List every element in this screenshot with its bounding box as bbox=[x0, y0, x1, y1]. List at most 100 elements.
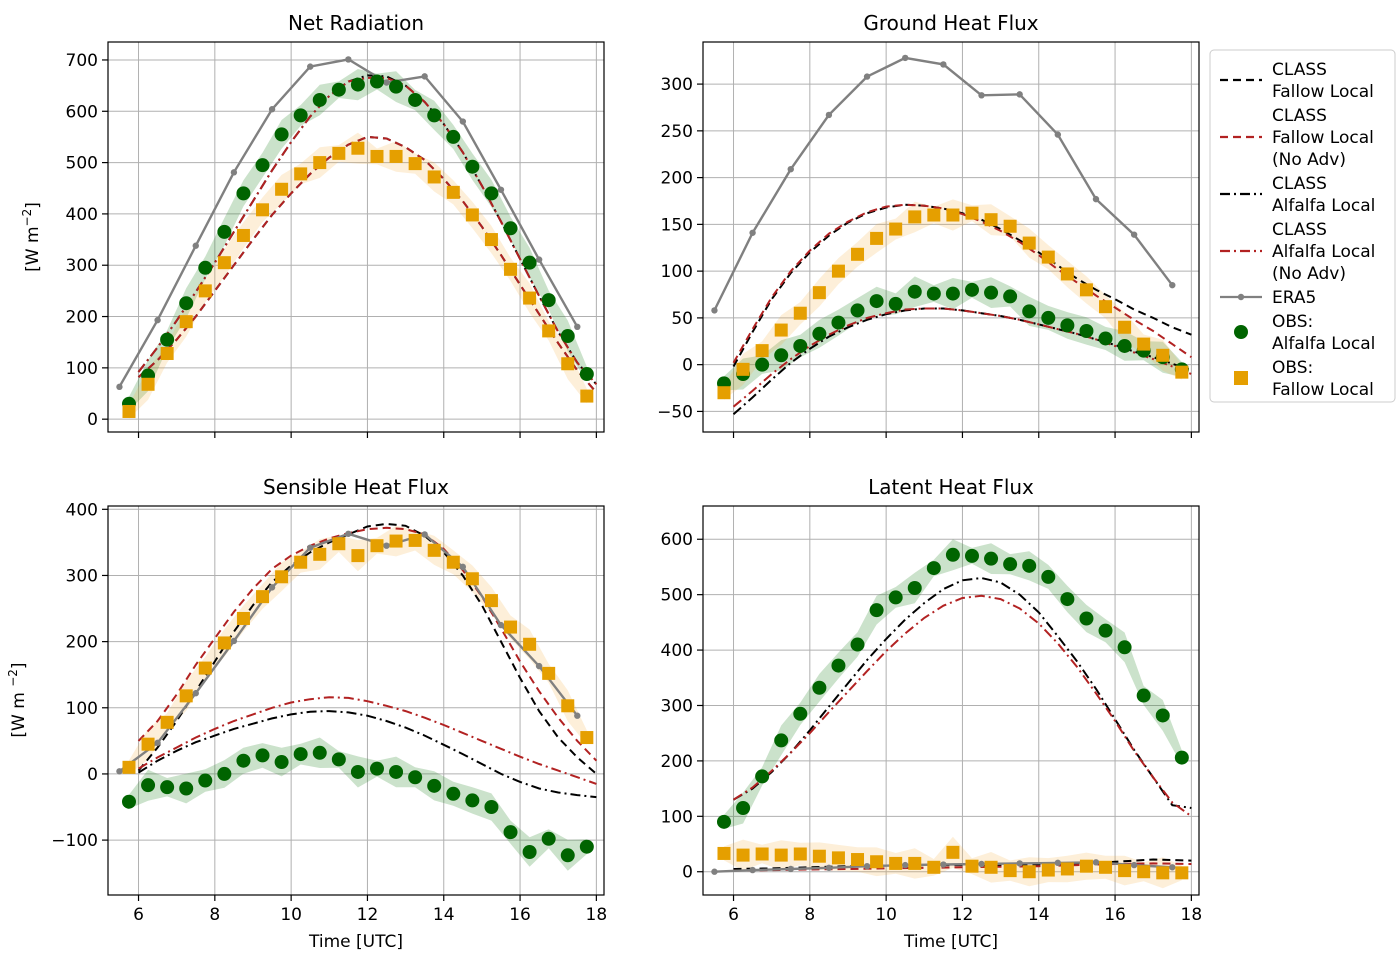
obs-alfalfa-point bbox=[1060, 318, 1075, 333]
obs-alfalfa-point bbox=[350, 77, 365, 92]
obs-fallow-point bbox=[755, 847, 769, 861]
obs-fallow-point bbox=[908, 210, 922, 224]
obs-alfalfa-point bbox=[484, 186, 499, 201]
obs-fallow-point bbox=[561, 357, 575, 371]
y-tick-label: 250 bbox=[661, 122, 693, 142]
chart-title: Sensible Heat Flux bbox=[263, 475, 449, 499]
obs-fallow-point bbox=[465, 208, 479, 222]
era5-point bbox=[116, 768, 123, 775]
obs-fallow-point bbox=[984, 860, 998, 874]
legend-handle bbox=[1234, 325, 1248, 339]
obs-fallow-point bbox=[1118, 864, 1132, 878]
legend-handle bbox=[1234, 371, 1248, 385]
obs-alfalfa-point bbox=[831, 315, 846, 330]
obs-fallow-point bbox=[484, 594, 498, 608]
obs-alfalfa-point bbox=[888, 590, 903, 605]
era5-point bbox=[154, 316, 161, 324]
era5-point bbox=[749, 866, 756, 874]
obs-alfalfa-point bbox=[1098, 331, 1113, 346]
x-tick-label: 14 bbox=[433, 905, 455, 925]
obs-alfalfa-point bbox=[484, 800, 499, 815]
obs-fallow-point bbox=[774, 323, 788, 337]
obs-alfalfa-point bbox=[255, 748, 270, 763]
era5-point bbox=[345, 56, 352, 63]
obs-alfalfa-point bbox=[141, 778, 156, 793]
y-axis-label: [W m−2] bbox=[20, 202, 43, 272]
legend-label: CLASS Fallow Local bbox=[1272, 60, 1374, 102]
y-tick-label: 50 bbox=[671, 309, 693, 329]
obs-alfalfa-point bbox=[812, 326, 827, 341]
obs-fallow-point bbox=[1137, 865, 1151, 879]
legend-entry-6: OBS: Fallow Local bbox=[1234, 358, 1374, 400]
obs-fallow-point bbox=[965, 206, 979, 220]
obs-fallow-point bbox=[965, 859, 979, 873]
x-tick-label: 10 bbox=[280, 905, 302, 925]
obs-fallow-point bbox=[831, 264, 845, 278]
obs-fallow-point bbox=[851, 247, 865, 261]
obs-fallow-point bbox=[793, 847, 807, 861]
series-line-era5 bbox=[118, 532, 579, 773]
series-line-red-dashdot bbox=[732, 307, 1192, 408]
obs-fallow-point bbox=[370, 149, 384, 163]
obs-alfalfa-point bbox=[964, 282, 979, 297]
era5-point bbox=[192, 242, 199, 249]
x-tick-label: 8 bbox=[804, 905, 815, 925]
y-tick-label: 600 bbox=[661, 530, 693, 550]
era5-point bbox=[154, 739, 161, 747]
obs-fallow-point bbox=[1060, 862, 1074, 876]
obs-uncertainty-band bbox=[129, 737, 587, 871]
obs-fallow-point bbox=[179, 689, 193, 703]
obs-fallow-point bbox=[179, 315, 193, 329]
obs-fallow-point bbox=[736, 362, 750, 376]
era5-point bbox=[711, 868, 718, 875]
obs-fallow-point bbox=[542, 324, 556, 338]
obs-fallow-point bbox=[236, 611, 250, 625]
y-tick-label: 100 bbox=[66, 699, 98, 719]
obs-fallow-point bbox=[870, 855, 884, 869]
obs-fallow-point bbox=[351, 549, 365, 563]
obs-alfalfa-point bbox=[755, 769, 770, 784]
obs-fallow-point bbox=[1099, 300, 1113, 314]
era5-point bbox=[230, 169, 238, 176]
series-line-black-dashdot bbox=[137, 710, 597, 799]
y-tick-label: 0 bbox=[87, 765, 98, 785]
era5-point bbox=[978, 860, 985, 868]
obs-fallow-point bbox=[446, 555, 460, 569]
obs-fallow-point bbox=[946, 845, 960, 859]
obs-fallow-point bbox=[1041, 863, 1055, 877]
era5-point bbox=[902, 861, 909, 869]
era5-point bbox=[383, 79, 390, 86]
obs-fallow-point bbox=[122, 404, 136, 418]
era5-point bbox=[192, 690, 199, 697]
x-axis-label: Time [UTC] bbox=[308, 932, 403, 952]
obs-alfalfa-point bbox=[869, 603, 884, 618]
x-tick-label: 8 bbox=[209, 905, 220, 925]
obs-alfalfa-point bbox=[1155, 708, 1170, 723]
y-tick-label: 100 bbox=[66, 359, 98, 379]
obs-fallow-point bbox=[1022, 236, 1036, 250]
obs-fallow-point bbox=[275, 182, 289, 196]
era5-point bbox=[307, 544, 314, 551]
obs-alfalfa-point bbox=[984, 285, 999, 300]
x-tick-label: 10 bbox=[875, 905, 897, 925]
obs-fallow-point bbox=[427, 170, 441, 184]
obs-alfalfa-point bbox=[389, 79, 404, 94]
obs-fallow-point bbox=[256, 203, 270, 217]
obs-fallow-point bbox=[812, 286, 826, 300]
series-line-black-dashdot bbox=[732, 576, 1192, 809]
obs-alfalfa-point bbox=[121, 794, 136, 809]
obs-alfalfa-point bbox=[793, 338, 808, 353]
era5-point bbox=[307, 63, 314, 70]
era5-point bbox=[421, 73, 428, 80]
obs-fallow-point bbox=[870, 231, 884, 245]
era5-point bbox=[940, 61, 947, 68]
obs-alfalfa-point bbox=[1098, 623, 1113, 638]
obs-fallow-point bbox=[160, 346, 174, 360]
obs-fallow-point bbox=[851, 853, 865, 867]
obs-alfalfa-point bbox=[926, 561, 941, 576]
obs-fallow-point bbox=[198, 661, 212, 675]
era5-point bbox=[421, 531, 428, 538]
y-tick-label: 0 bbox=[682, 356, 693, 376]
y-tick-label: 100 bbox=[661, 262, 693, 282]
era5-point bbox=[268, 584, 276, 591]
